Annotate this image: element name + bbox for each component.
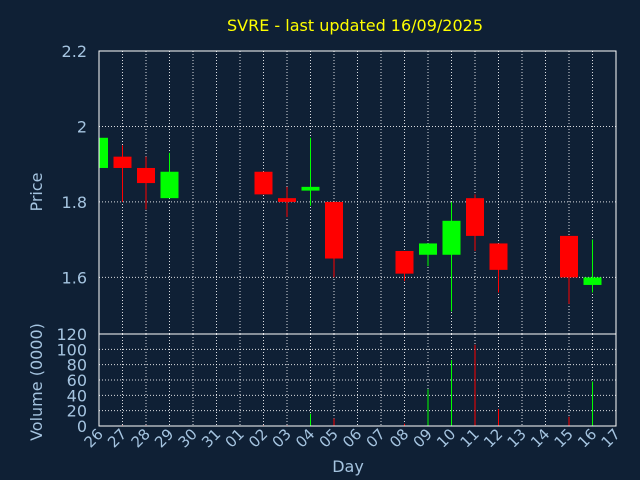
candle (301, 137, 320, 206)
x-tick-label: 06 (339, 425, 365, 451)
candle (325, 201, 343, 278)
x-tick-label: 15 (551, 425, 577, 451)
candle-body (583, 277, 602, 285)
candle-body (442, 220, 461, 255)
candle-body (395, 250, 414, 274)
candle-body (560, 235, 578, 278)
candle (98, 137, 108, 168)
x-tick-labels: 2627282930310102030405060708091011121314… (81, 425, 624, 451)
candle-body (278, 198, 296, 202)
candle (160, 152, 179, 199)
x-tick-label: 03 (269, 425, 295, 451)
chart-title: SVRE - last updated 16/09/2025 (227, 16, 483, 35)
volume-tick-label: 20 (67, 402, 87, 421)
candle (583, 239, 602, 293)
price-axis-label: Price (27, 172, 46, 211)
x-tick-label: 10 (433, 425, 459, 451)
candle-body (113, 156, 132, 168)
candle-body (466, 198, 484, 236)
x-tick-label: 02 (245, 425, 271, 451)
candle (560, 235, 578, 304)
x-tick-label: 14 (527, 425, 553, 451)
volume-tick-label: 80 (67, 356, 87, 375)
candle-body (301, 186, 320, 191)
x-tick-label: 04 (292, 425, 318, 451)
volume-tick-label: 60 (67, 371, 87, 390)
candle (442, 201, 461, 312)
volume-frame (98, 333, 617, 427)
x-tick-label: 07 (363, 425, 389, 451)
volume-tick-label: 120 (56, 325, 87, 344)
x-tick-label: 27 (104, 425, 130, 451)
x-tick-label: 28 (128, 425, 154, 451)
price-tick-label: 2 (77, 117, 87, 136)
volume-tick-label: 40 (67, 386, 87, 405)
x-tick-label: 31 (198, 425, 224, 451)
price-tick-label: 2.2 (62, 42, 87, 61)
candle (466, 194, 484, 251)
volume-tick-label: 0 (77, 417, 87, 436)
x-tick-label: 29 (151, 425, 177, 451)
candle (113, 145, 132, 202)
candle-body (137, 167, 155, 184)
candle (419, 243, 437, 267)
x-tick-label: 11 (457, 425, 483, 451)
candle-body (419, 243, 437, 255)
price-tick-label: 1.6 (62, 268, 87, 287)
volume-axis-label: Volume (0000) (27, 323, 46, 441)
x-tick-label: 13 (504, 425, 530, 451)
x-tick-label: 30 (175, 425, 201, 451)
volume-tick-label: 100 (56, 340, 87, 359)
candle (254, 171, 273, 195)
price-tick-label: 1.8 (62, 193, 87, 212)
candle-body (325, 201, 343, 259)
x-tick-label: 01 (222, 425, 248, 451)
candle-body (254, 171, 273, 195)
price-panel: 1.6 1.8 2 2.2 (62, 42, 617, 335)
candle (395, 250, 414, 282)
candle (278, 186, 296, 218)
candle (137, 156, 155, 210)
x-tick-label: 05 (316, 425, 342, 451)
x-tick-label: 09 (410, 425, 436, 451)
x-tick-label: 12 (480, 425, 506, 451)
candle-body (489, 243, 508, 270)
candle (489, 243, 508, 293)
x-axis-label: Day (332, 457, 364, 476)
candle-body (99, 137, 108, 168)
candle-body (160, 171, 179, 199)
x-tick-label: 16 (574, 425, 600, 451)
x-tick-label: 17 (598, 425, 624, 451)
x-tick-label: 08 (386, 425, 412, 451)
